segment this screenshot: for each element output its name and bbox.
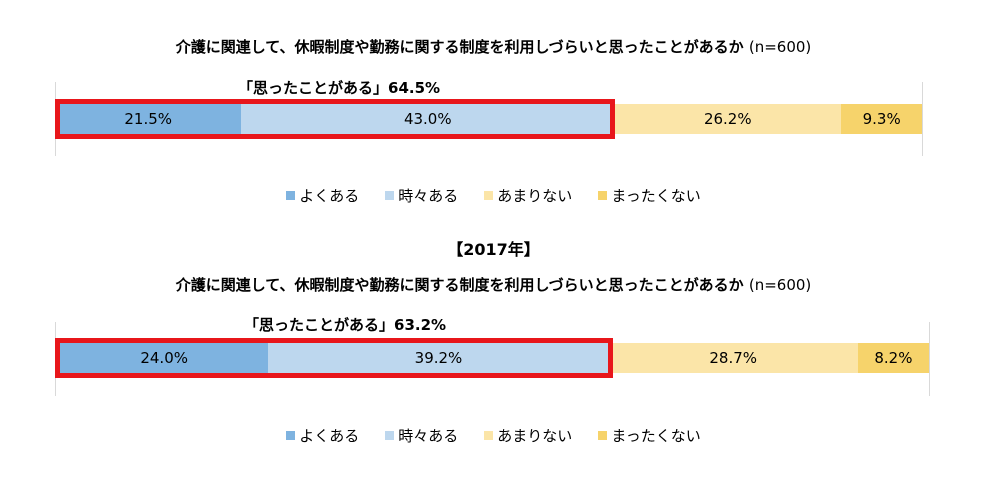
legend-item: まったくない bbox=[598, 185, 701, 206]
chart-title: 介護に関連して、休暇制度や勤務に関する制度を利用しづらいと思ったことがあるか (… bbox=[0, 36, 987, 57]
axis-right-line bbox=[922, 82, 923, 156]
highlight-box bbox=[55, 338, 613, 378]
bar-segment: 26.2% bbox=[614, 104, 842, 134]
year-label: 【2017年】 bbox=[447, 240, 540, 259]
chart-title-text: 介護に関連して、休暇制度や勤務に関する制度を利用しづらいと思ったことがあるか bbox=[175, 38, 744, 56]
stacked-bar: 24.0% 39.2% 28.7% 8.2% bbox=[60, 343, 929, 373]
legend: よくある 時々ある あまりない まったくない bbox=[0, 425, 987, 446]
legend-label: まったくない bbox=[611, 187, 701, 205]
legend-swatch bbox=[484, 431, 494, 440]
legend-swatch bbox=[286, 191, 296, 200]
chart-sample-size: (n=600) bbox=[748, 38, 812, 56]
legend-item: あまりない bbox=[484, 185, 572, 206]
legend-item: 時々ある bbox=[385, 185, 458, 206]
bar-segment: 39.2% bbox=[268, 343, 609, 373]
bar-segment: 21.5% bbox=[55, 104, 242, 134]
legend-swatch bbox=[598, 431, 608, 440]
chart-sample-size: (n=600) bbox=[748, 276, 812, 294]
legend-label: よくある bbox=[299, 427, 360, 445]
chart-current: 介護に関連して、休暇制度や勤務に関する制度を利用しづらいと思ったことがあるか (… bbox=[0, 0, 987, 225]
bar-segment: 9.3% bbox=[841, 104, 922, 134]
legend-swatch bbox=[286, 431, 296, 440]
legend-item: よくある bbox=[286, 185, 359, 206]
highlight-box bbox=[55, 99, 615, 139]
legend-swatch bbox=[598, 191, 608, 200]
legend: よくある 時々ある あまりない まったくない bbox=[0, 185, 987, 206]
legend-swatch bbox=[484, 191, 494, 200]
legend-label: 時々ある bbox=[398, 427, 459, 445]
bar-segment: 43.0% bbox=[241, 104, 615, 134]
legend-item: あまりない bbox=[484, 425, 572, 446]
legend-item: 時々ある bbox=[385, 425, 458, 446]
legend-label: あまりない bbox=[497, 427, 573, 445]
bar-segment: 8.2% bbox=[857, 343, 929, 373]
bar-segment: 28.7% bbox=[608, 343, 858, 373]
legend-label: よくある bbox=[299, 187, 360, 205]
legend-label: まったくない bbox=[611, 427, 701, 445]
legend-swatch bbox=[385, 191, 395, 200]
legend-item: まったくない bbox=[598, 425, 701, 446]
stacked-bar: 21.5% 43.0% 26.2% 9.3% bbox=[55, 104, 922, 134]
legend-item: よくある bbox=[286, 425, 359, 446]
axis-right-line bbox=[929, 322, 930, 396]
legend-label: あまりない bbox=[497, 187, 573, 205]
legend-label: 時々ある bbox=[398, 187, 459, 205]
legend-swatch bbox=[385, 431, 395, 440]
chart-title-text: 介護に関連して、休暇制度や勤務に関する制度を利用しづらいと思ったことがあるか bbox=[175, 276, 744, 294]
chart-title: 介護に関連して、休暇制度や勤務に関する制度を利用しづらいと思ったことがあるか (… bbox=[0, 274, 987, 295]
bar-segment: 24.0% bbox=[60, 343, 269, 373]
highlight-label: 「思ったことがある」63.2% bbox=[244, 316, 447, 334]
highlight-label: 「思ったことがある」64.5% bbox=[238, 79, 441, 97]
